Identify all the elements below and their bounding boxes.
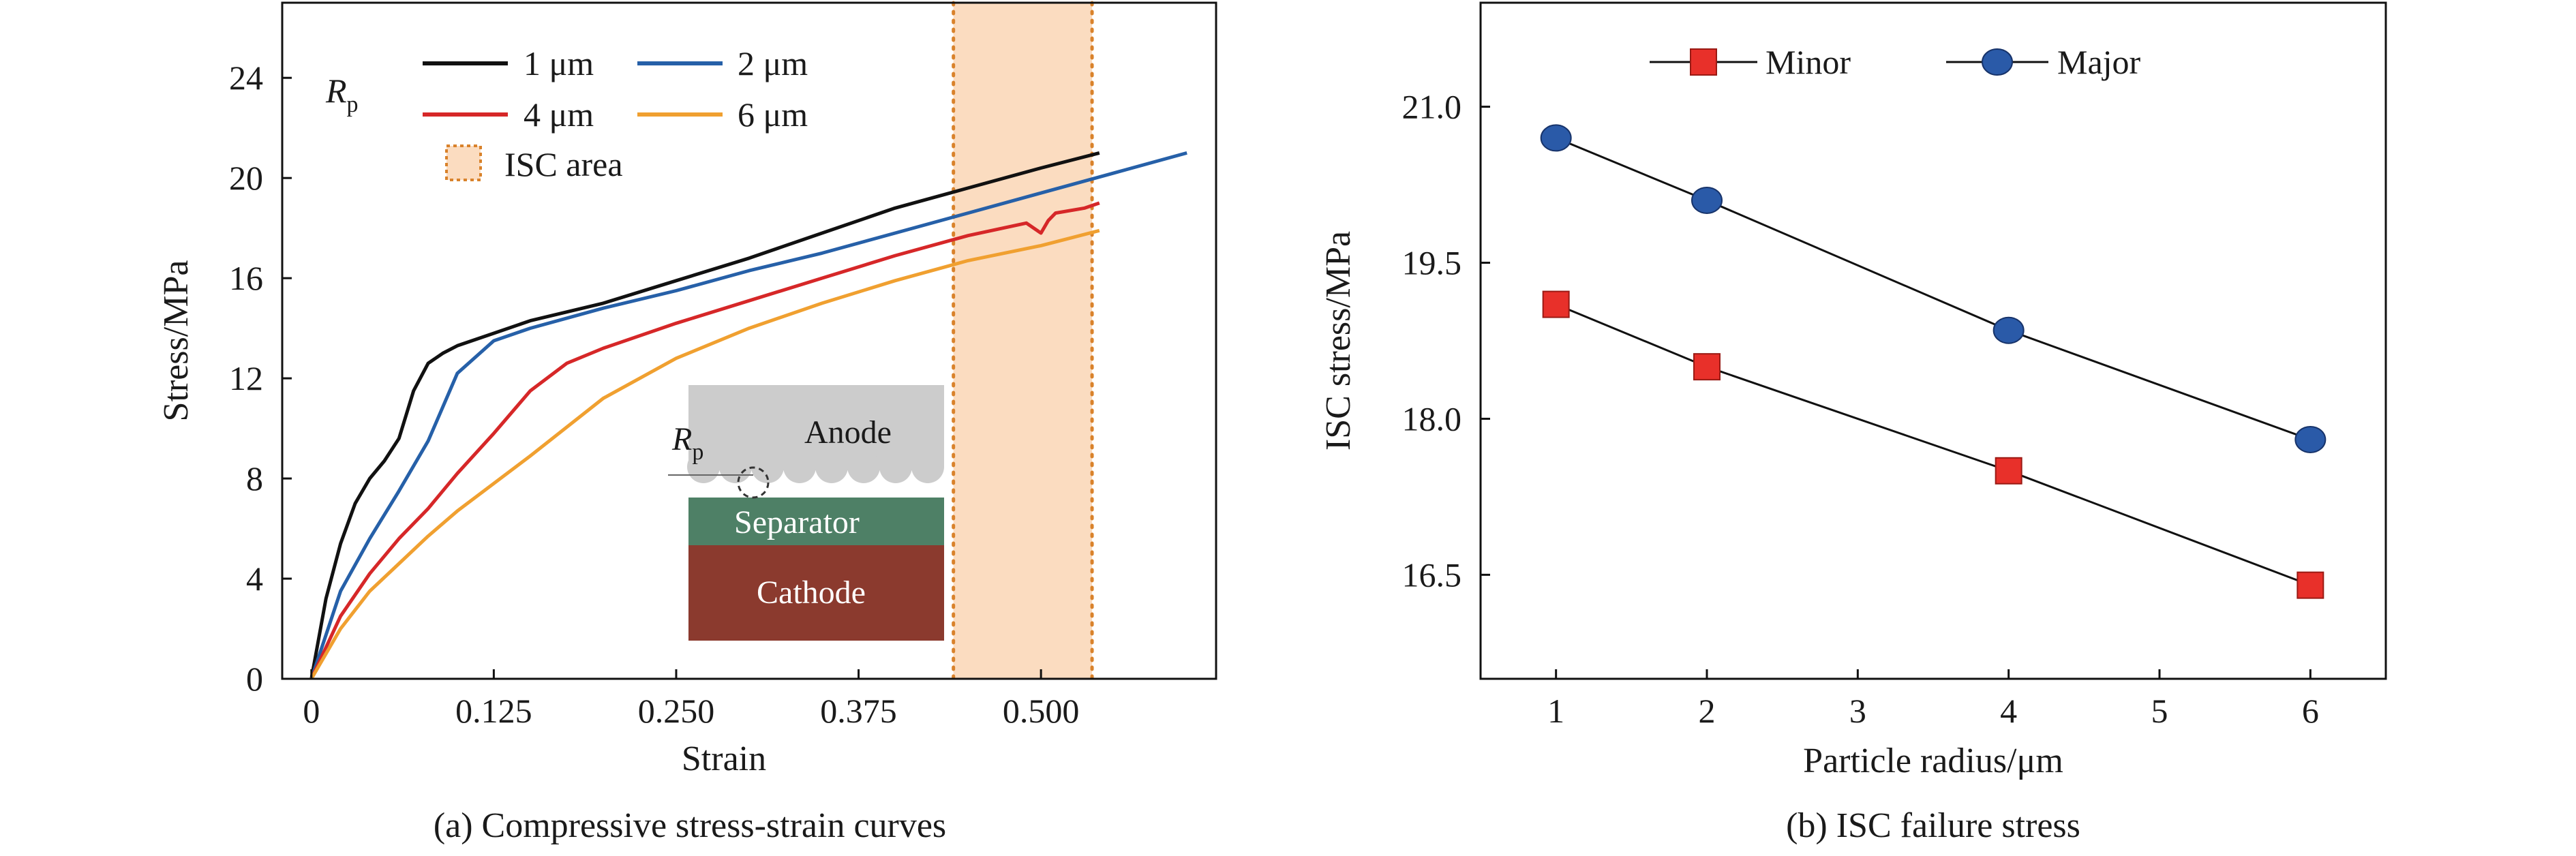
x-tick-label: 1 xyxy=(1547,692,1564,730)
y-tick-label: 24 xyxy=(229,59,263,97)
panel-a-stress-strain-chart: Anode Separator Cathode Rp 0 0.125 0.250 0.… xyxy=(157,1,1217,845)
inset-radius-label-main: R xyxy=(671,421,692,457)
inset-cathode-label: Cathode xyxy=(757,575,866,611)
x-tick-label: 5 xyxy=(2151,692,2168,730)
panel-b-x-ticks: 1 2 3 4 5 6 xyxy=(1547,669,2319,730)
y-tick-label: 12 xyxy=(229,359,263,397)
panel-a-legend: Rp 1 μm 2 μm 4 μm 6 μm ISC area xyxy=(325,44,808,183)
inset-anode-particle xyxy=(879,450,912,483)
panel-a-caption: (a) Compressive stress-strain curves xyxy=(434,806,946,845)
inset-radius-label: Rp xyxy=(671,421,703,465)
y-tick-label: 16.5 xyxy=(1402,555,1462,594)
inset-anode-particle xyxy=(783,450,816,483)
series-line-minor xyxy=(1556,303,2311,587)
inset-anode-particle xyxy=(751,450,784,483)
point-major xyxy=(1992,316,2025,344)
y-tick-label: 21.0 xyxy=(1402,88,1462,126)
x-tick-label: 0.500 xyxy=(1003,692,1080,730)
panel-a-x-axis-label: Strain xyxy=(682,739,766,778)
y-tick-label: 18.0 xyxy=(1402,399,1462,438)
y-tick-label: 19.5 xyxy=(1402,244,1462,282)
point-major xyxy=(1691,186,1723,214)
inset-radius-label-sub: p xyxy=(692,440,703,465)
series-line-1-m xyxy=(309,151,1100,679)
panel-b-legend: Minor Major xyxy=(1650,43,2141,81)
y-tick-label: 0 xyxy=(246,660,263,698)
panel-b-series xyxy=(1540,124,2327,599)
panel-a-y-axis-label: Stress/MPa xyxy=(157,260,196,422)
inset-particle-highlight xyxy=(737,466,770,499)
isc-area-band xyxy=(953,3,1093,679)
legend-title-rp: Rp xyxy=(325,72,359,117)
x-tick-label: 4 xyxy=(2000,692,2017,730)
panel-b-y-ticks: 16.5 18.0 19.5 21.0 xyxy=(1402,88,1490,594)
point-minor xyxy=(1542,290,1570,318)
legend-label-6um: 6 μm xyxy=(738,95,808,134)
inset-cathode-block xyxy=(688,545,944,641)
legend-swatch-isc-area xyxy=(445,144,482,181)
point-minor xyxy=(1995,457,2022,485)
inset-anode-particle xyxy=(847,450,880,483)
panel-b-plot-frame xyxy=(1479,1,2387,680)
panel-a-series-lines xyxy=(309,151,1187,680)
legend-title-rp-main: R xyxy=(325,72,347,110)
series-line-6-m xyxy=(309,228,1100,680)
x-tick-label: 6 xyxy=(2302,692,2319,730)
legend-title-rp-sub: p xyxy=(347,92,359,117)
panel-b-isc-stress-chart: 1 2 3 4 5 6 16.5 18.0 19.5 21.0 Minor Major ISC … xyxy=(1319,1,2387,845)
legend-label-1um: 1 μm xyxy=(524,44,594,82)
x-tick-label: 2 xyxy=(1699,692,1716,730)
y-tick-label: 4 xyxy=(246,560,263,598)
panel-a-x-ticks: 0 0.125 0.250 0.375 0.500 xyxy=(303,669,1079,730)
electrode-inset-diagram: Anode Separator Cathode Rp xyxy=(668,385,944,641)
panel-a-y-ticks: 0 4 8 12 16 20 24 xyxy=(229,59,292,698)
legend-label-isc-area: ISC area xyxy=(504,145,623,183)
x-tick-label: 0.125 xyxy=(455,692,532,730)
inset-anode-particle xyxy=(719,450,752,483)
inset-anode-label: Anode xyxy=(804,414,892,450)
series-line-2-m xyxy=(309,151,1187,679)
y-tick-label: 20 xyxy=(229,159,263,197)
legend-label-minor: Minor xyxy=(1766,43,1851,81)
panel-b-y-axis-label: ISC stress/MPa xyxy=(1319,231,1358,450)
y-tick-label: 8 xyxy=(246,459,263,498)
series-line-4-m xyxy=(309,201,1100,680)
point-minor xyxy=(1693,353,1721,381)
panel-b-x-axis-label: Particle radius/μm xyxy=(1803,742,2063,780)
legend-swatch-minor-marker xyxy=(1690,48,1717,76)
inset-anode-particles xyxy=(687,450,944,483)
point-major xyxy=(2294,425,2327,453)
legend-swatch-major-marker xyxy=(1982,48,2013,76)
y-tick-label: 16 xyxy=(229,259,263,297)
x-tick-label: 3 xyxy=(1849,692,1866,730)
x-tick-label: 0.375 xyxy=(820,692,897,730)
x-tick-label: 0 xyxy=(303,692,320,730)
legend-label-major: Major xyxy=(2057,43,2141,81)
inset-separator-label: Separator xyxy=(734,504,860,540)
legend-label-2um: 2 μm xyxy=(738,44,808,82)
x-tick-label: 0.250 xyxy=(638,692,715,730)
point-minor xyxy=(2297,571,2324,599)
panel-b-caption: (b) ISC failure stress xyxy=(1786,806,2080,845)
panel-a-plot-frame xyxy=(281,1,1217,680)
series-line-major xyxy=(1556,137,2311,441)
inset-anode-particle xyxy=(911,450,944,483)
legend-label-4um: 4 μm xyxy=(524,95,594,134)
inset-anode-particle xyxy=(815,450,848,483)
inset-separator-block xyxy=(688,498,944,545)
point-major xyxy=(1540,124,1572,152)
